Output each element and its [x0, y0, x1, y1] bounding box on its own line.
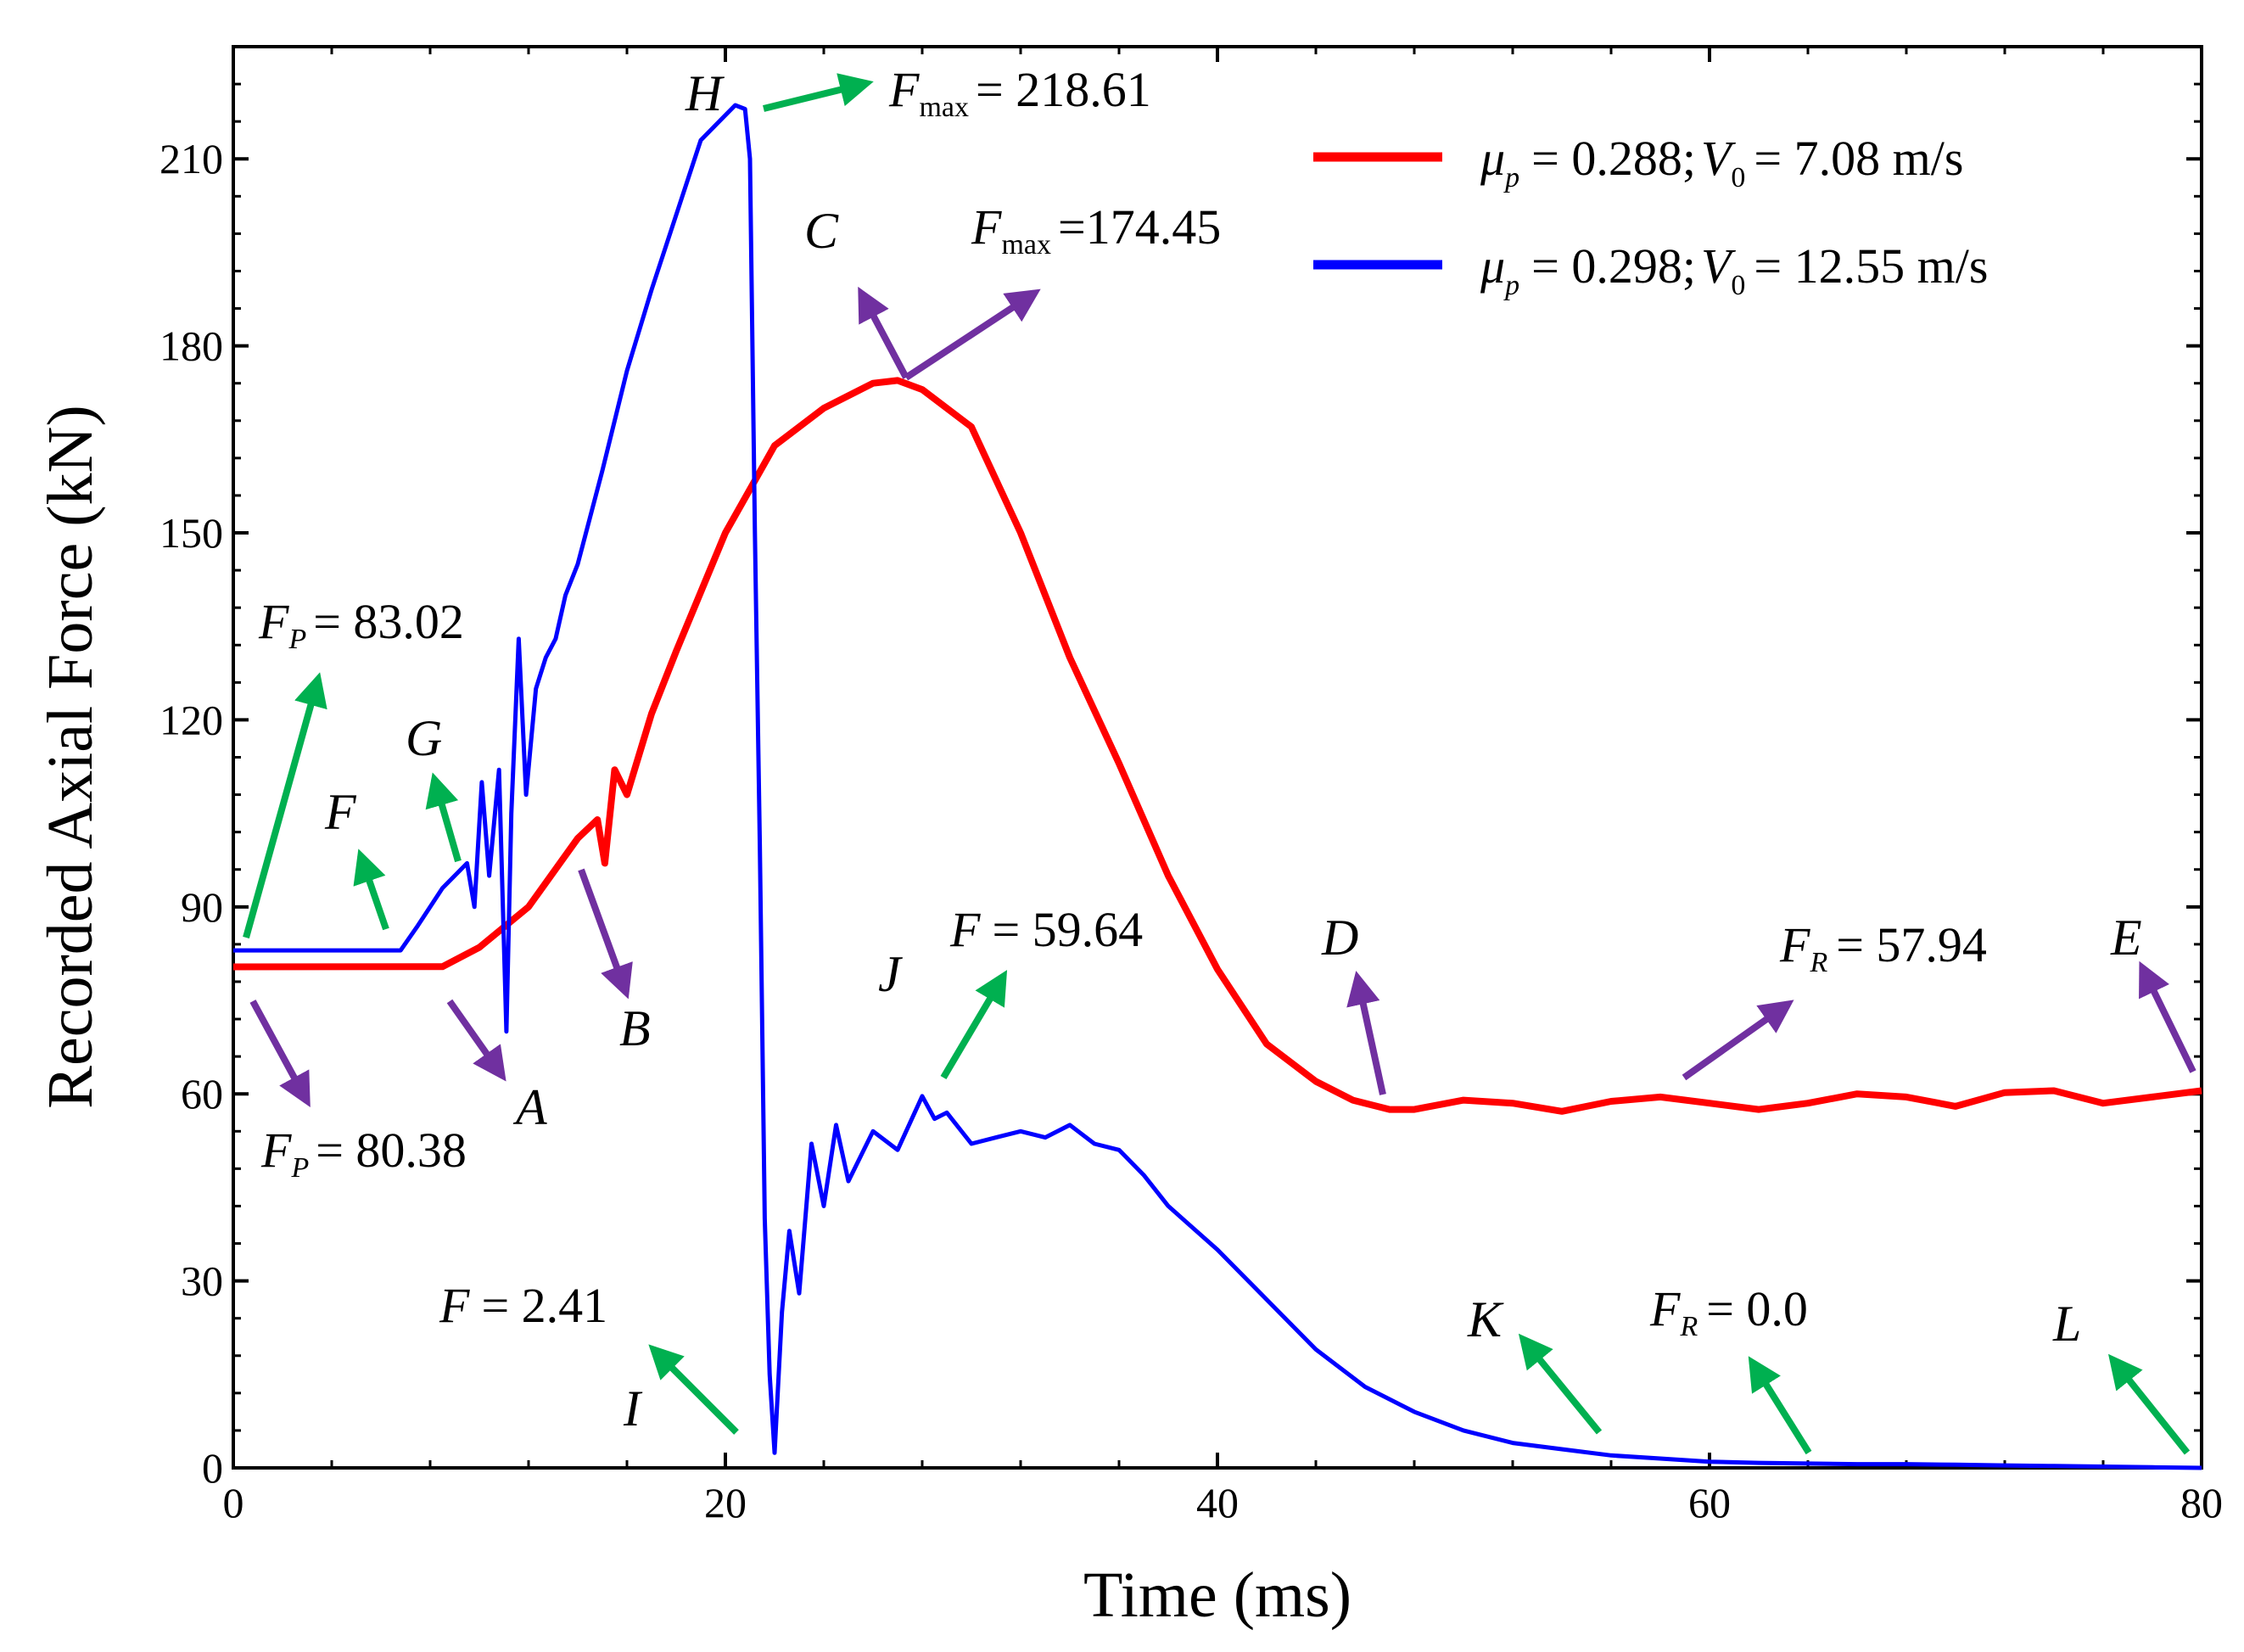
arrow-c-left	[858, 286, 909, 379]
y-tick-label: 150	[159, 509, 223, 557]
y-tick-label: 30	[181, 1257, 223, 1305]
label-j: J	[878, 946, 903, 1002]
arrow-c-right	[904, 288, 1041, 381]
label-f: F	[324, 784, 357, 840]
arrow-fr-blue	[1748, 1356, 1812, 1455]
arrow-f	[353, 848, 389, 931]
label-a: A	[512, 1079, 547, 1135]
label-h: H	[685, 65, 725, 121]
arrow-k	[1518, 1333, 1603, 1435]
annotation-f-j: F = 59.64	[949, 902, 1143, 957]
arrow-h	[763, 73, 874, 112]
arrow-j	[940, 970, 1008, 1080]
annotation-fr-blue: FR = 0.0	[1649, 1281, 1808, 1342]
y-axis-title: Recorded Axial Force (kN)	[35, 405, 106, 1108]
y-tick-label: 120	[159, 696, 223, 743]
arrow-fr-red	[1682, 1000, 1794, 1081]
label-b: B	[619, 1000, 651, 1056]
label-i: I	[623, 1380, 643, 1436]
arrow-e	[2139, 960, 2196, 1073]
annotation-fr-red: FR = 57.94	[1779, 917, 1987, 978]
x-tick-label: 60	[1688, 1479, 1731, 1526]
annotation-fp-red: FP = 80.38	[260, 1123, 467, 1184]
series-line-red	[232, 377, 2202, 1115]
point-letters: A B C D E F G H I J K L	[324, 65, 2142, 1436]
annotation-fmax-red: Fmax =174.45	[971, 199, 1221, 260]
arrow-a	[446, 999, 506, 1082]
annotation-fp-blue: FP = 83.02	[258, 594, 464, 655]
label-e: E	[2110, 910, 2142, 966]
arrow-g	[425, 772, 462, 863]
x-axis-title: Time (ms)	[1083, 1560, 1351, 1631]
y-tick-label: 60	[181, 1070, 223, 1117]
y-tick-label: 0	[202, 1444, 223, 1492]
annotation-fmax-blue: Fmax = 218.61	[888, 62, 1151, 123]
legend: μp = 0.288; V0 = 7.08 m/s μp = 0.298; V0 = 12.…	[1313, 131, 1988, 301]
arrow-fp-blue	[243, 672, 327, 939]
x-tick-label: 40	[1196, 1479, 1239, 1526]
series-line-blue	[233, 103, 2202, 1470]
arrow-l	[2108, 1353, 2191, 1455]
annotation-arrows	[243, 73, 2196, 1455]
series-layer	[232, 103, 2202, 1470]
legend-label-blue: μp = 0.298; V0 = 12.55 m/s	[1480, 238, 1988, 301]
label-g: G	[406, 710, 442, 766]
axis-ticks: 0 20 40 60 80 0 30 60 90 120 150 180 210	[159, 45, 2223, 1526]
y-tick-label: 210	[159, 135, 223, 182]
label-l: L	[2052, 1296, 2081, 1352]
arrow-b	[578, 868, 633, 1000]
y-tick-label: 180	[159, 322, 223, 370]
x-tick-label: 20	[704, 1479, 747, 1526]
x-tick-label: 0	[223, 1479, 244, 1526]
arrow-fp-red	[249, 1000, 311, 1108]
label-d: D	[1321, 910, 1358, 966]
arrow-d	[1346, 971, 1386, 1095]
annotation-f-min: F = 2.41	[439, 1278, 607, 1333]
label-c: C	[804, 203, 839, 259]
arrow-i	[648, 1344, 739, 1435]
legend-label-red: μp = 0.288; V0 = 7.08 m/s	[1480, 131, 1963, 193]
y-tick-label: 90	[181, 883, 223, 931]
value-annotations: FP = 80.38 FP = 83.02 Fmax =174.45 Fmax = 21…	[258, 62, 1987, 1342]
x-tick-label: 80	[2180, 1479, 2223, 1526]
label-k: K	[1467, 1291, 1504, 1347]
